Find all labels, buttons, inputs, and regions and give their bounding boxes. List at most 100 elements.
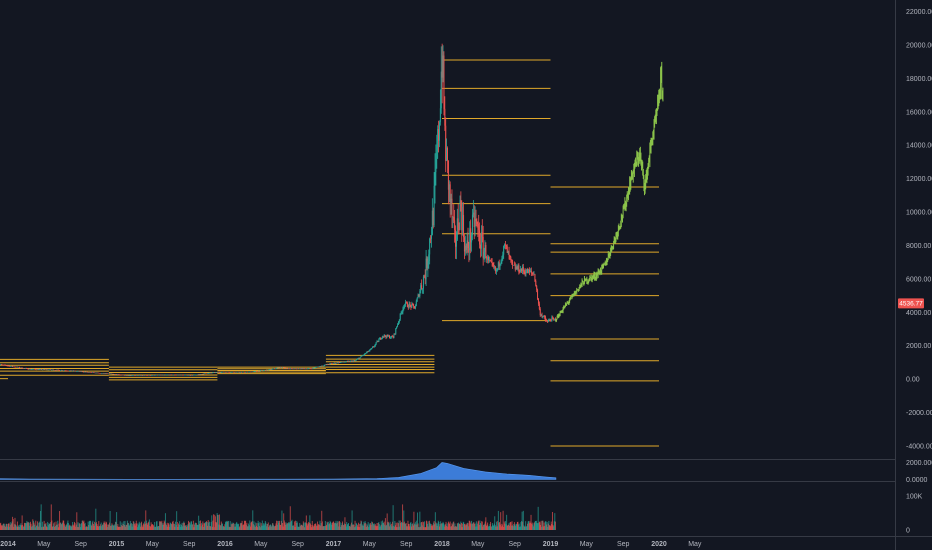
time-tick-label: Sep	[617, 541, 630, 548]
candle-body	[48, 369, 50, 371]
candle-body	[14, 366, 16, 368]
candle-body	[158, 374, 160, 376]
candle-body	[149, 375, 151, 376]
price-axis[interactable]: 22000.00 20000.00 18000.00 16000.00 14000.00…	[906, 9, 932, 451]
candle-body	[16, 366, 18, 368]
candle-body	[280, 367, 282, 368]
candle-body	[121, 374, 123, 376]
candle-body	[160, 374, 162, 376]
candle-body	[34, 368, 36, 370]
price-tick-label: 0.00	[906, 377, 920, 384]
candle-body	[391, 335, 393, 337]
candle-body	[209, 372, 211, 374]
candle-body	[51, 369, 53, 371]
candle-body	[78, 371, 80, 372]
candle-body	[137, 375, 139, 376]
candle-body	[258, 370, 260, 372]
candle-body	[371, 347, 373, 349]
candle-body	[17, 366, 19, 368]
candle-body	[454, 220, 456, 230]
candle-body	[187, 375, 189, 376]
candle-body	[66, 370, 68, 372]
candle-body	[182, 374, 184, 376]
candle-body	[437, 128, 439, 153]
candle-body	[0, 364, 2, 365]
candle-body	[453, 217, 455, 221]
candle-body	[83, 371, 85, 373]
candle-body	[301, 368, 303, 369]
time-tick-label: May	[580, 541, 594, 548]
candle-body	[84, 371, 86, 373]
candle-body	[156, 374, 158, 376]
candle-body	[271, 369, 273, 370]
candle-body	[497, 262, 499, 269]
candle-body	[433, 185, 435, 226]
candle-body	[554, 319, 556, 320]
candle-body	[541, 314, 543, 317]
candle-body	[221, 372, 223, 373]
candle-body	[366, 351, 368, 353]
candle-body	[154, 375, 156, 376]
candle-body	[257, 370, 259, 372]
candle-body	[512, 265, 514, 266]
candle-body	[231, 371, 233, 373]
candle-body	[412, 303, 414, 305]
candle-body	[350, 360, 352, 362]
candle-body	[15, 367, 17, 368]
candle-body	[534, 274, 536, 281]
candle-body	[125, 375, 127, 376]
candle-body	[261, 370, 263, 372]
candle-body	[195, 374, 197, 376]
candle-body	[338, 362, 340, 364]
candle-body	[488, 260, 490, 261]
time-tick-label: Sep	[74, 541, 87, 548]
candle-body	[435, 158, 437, 173]
time-tick-label: Sep	[183, 541, 196, 548]
candle-body	[461, 206, 463, 231]
candle-body	[504, 244, 506, 246]
candle-body	[500, 261, 502, 264]
candle-body	[171, 374, 173, 376]
candle-body	[367, 351, 369, 352]
candle-body	[107, 373, 109, 374]
candle-body	[114, 374, 116, 375]
candle-body	[278, 367, 280, 369]
candle-body	[360, 356, 362, 358]
candle-body	[81, 371, 83, 373]
candle-body	[429, 238, 431, 255]
candle-body	[406, 302, 408, 307]
candle-body	[306, 368, 308, 370]
volume-axis[interactable]: 100K 0	[906, 494, 923, 535]
candle-body	[19, 367, 21, 369]
candle-body	[477, 223, 479, 227]
candle-body	[242, 371, 244, 373]
candle-body	[442, 55, 444, 78]
candle-body	[346, 361, 348, 362]
candle-body	[253, 371, 255, 372]
candle-body	[313, 367, 315, 369]
candle-body	[290, 368, 292, 370]
candle-body	[457, 218, 459, 230]
candle-body	[405, 302, 407, 305]
candle-body	[197, 374, 199, 376]
candle-body	[241, 371, 243, 373]
candle-body	[438, 122, 440, 141]
candle-body	[474, 219, 476, 228]
candle-body	[158, 374, 160, 376]
candle-body	[369, 349, 371, 351]
indicator-axis[interactable]: 2000.0000 0.0000	[906, 460, 932, 484]
candle-body	[466, 240, 468, 251]
candle-body	[549, 319, 551, 321]
candle-body	[446, 148, 448, 161]
time-axis[interactable]: 2014 May Sep 2015 May Sep 2016 May Sep 2017 May Sep…	[0, 541, 702, 548]
candle-body	[393, 333, 395, 338]
candle-body	[86, 371, 88, 373]
candle-body	[192, 374, 194, 376]
candle-body	[100, 373, 102, 374]
candle-body	[62, 370, 64, 372]
candle-body	[2, 364, 4, 366]
candle-body	[554, 319, 556, 320]
candle-body	[8, 365, 10, 367]
candle-body	[388, 335, 390, 337]
